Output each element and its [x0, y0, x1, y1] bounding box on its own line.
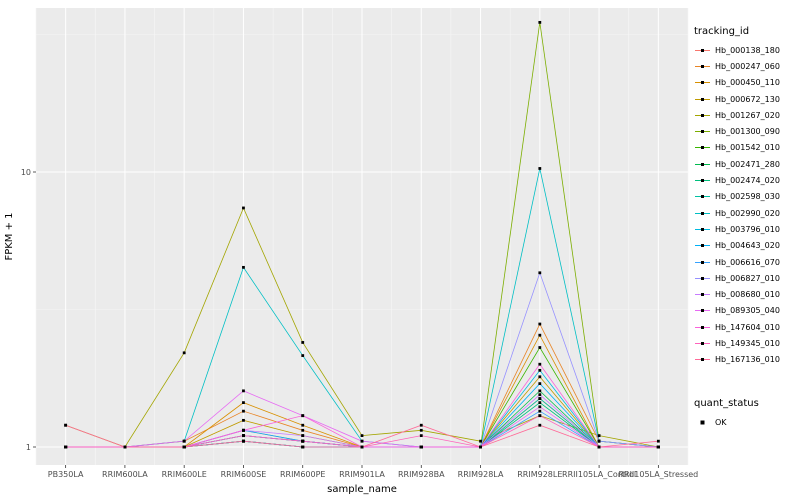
legend-label: Hb_003796_010 — [715, 224, 780, 234]
x-tick-label: RRIM600PE — [280, 470, 326, 479]
legend-label: Hb_089305_040 — [715, 306, 780, 316]
axis-ticks — [33, 171, 659, 468]
legend-key-icon — [694, 319, 711, 336]
legend-entry: Hb_002598_030 — [694, 189, 800, 205]
x-tick-label: RRIM928BA — [398, 470, 445, 479]
data-points — [64, 20, 660, 449]
legend-entry: Hb_008680_010 — [694, 286, 800, 302]
x-tick-label: RRIM928LA — [458, 470, 504, 479]
legend-key-icon — [694, 139, 711, 156]
legend-key-icon — [694, 188, 711, 205]
legend-entry: Hb_003796_010 — [694, 221, 800, 237]
x-tick-label: RRIM600SE — [221, 470, 267, 479]
legend-entry: Hb_002990_020 — [694, 205, 800, 221]
legend-label: Hb_000450_110 — [715, 78, 780, 88]
x-tick-label: RRIM600LA — [102, 470, 148, 479]
legend-key-icon — [694, 91, 711, 108]
legend-label: Hb_002990_020 — [715, 208, 780, 218]
legend-entry: Hb_000247_060 — [694, 58, 800, 74]
legend-key-icon — [694, 42, 711, 59]
legend-entry: Hb_149345_010 — [694, 335, 800, 351]
legend-entry-list: Hb_000138_180 Hb_000247_060 Hb_000450_110 H… — [694, 42, 800, 368]
legend-entry-ok: OK — [694, 414, 800, 430]
legend-key-icon — [694, 156, 711, 173]
legend-key-icon — [694, 58, 711, 75]
legend-key-icon — [694, 172, 711, 189]
legend-entry: Hb_006616_070 — [694, 254, 800, 270]
legend-label: Hb_001267_020 — [715, 110, 780, 120]
legend-key-icon — [694, 270, 711, 287]
legend-label: Hb_002474_020 — [715, 176, 780, 186]
legend-entry: Hb_089305_040 — [694, 303, 800, 319]
legend-title: tracking_id — [694, 26, 750, 37]
legend-key-icon — [694, 286, 711, 303]
legend-label: Hb_000672_130 — [715, 94, 780, 104]
x-tick-label: RRII105LA_Control — [562, 470, 636, 479]
legend-entry: Hb_001300_090 — [694, 123, 800, 139]
legend-key-icon — [694, 123, 711, 140]
legend-label: Hb_008680_010 — [715, 290, 780, 300]
y-tick-label: 1 — [26, 443, 31, 452]
legend-label: Hb_006827_010 — [715, 273, 780, 283]
legend-entry: Hb_001542_010 — [694, 140, 800, 156]
legend-entry: Hb_000138_180 — [694, 42, 800, 58]
legend-label: Hb_002471_280 — [715, 159, 780, 169]
legend-entry: Hb_002471_280 — [694, 156, 800, 172]
x-tick-label: RRIM901LA — [339, 470, 385, 479]
legend-tracking-id: tracking_id Hb_000138_180 Hb_000247_060 Hb… — [694, 26, 800, 368]
legend-label: Hb_167136_010 — [715, 355, 780, 365]
legend-entry: Hb_006827_010 — [694, 270, 800, 286]
legend-label: Hb_001300_090 — [715, 127, 780, 137]
legend-key-icon — [694, 351, 711, 368]
legend-label: Hb_004643_020 — [715, 241, 780, 251]
x-tick-label: RRII105LA_Stressed — [618, 470, 698, 479]
legend-label: Hb_006616_070 — [715, 257, 780, 267]
legend-label: Hb_000138_180 — [715, 45, 780, 55]
legend-entry: Hb_000450_110 — [694, 75, 800, 91]
x-axis-title: sample_name — [327, 484, 397, 495]
legend-label: Hb_147604_010 — [715, 322, 780, 332]
legend-entry: Hb_167136_010 — [694, 352, 800, 368]
y-tick-label: 10 — [21, 168, 31, 177]
legend-label: Hb_002598_030 — [715, 192, 780, 202]
legend-entry: Hb_000672_130 — [694, 91, 800, 107]
legend-label: Hb_000247_060 — [715, 61, 780, 71]
x-tick-label: RRIM600LE — [162, 470, 207, 479]
legend-key-icon — [694, 221, 711, 238]
quant-status-legend-title: quant_status — [694, 398, 759, 409]
legend-entry: Hb_004643_020 — [694, 238, 800, 254]
legend-key-icon — [694, 205, 711, 222]
legend-entry: Hb_002474_020 — [694, 172, 800, 188]
legend-label: Hb_001542_010 — [715, 143, 780, 153]
y-axis-title: FPKM + 1 — [4, 212, 15, 260]
legend-quant-status: quant_status OK — [694, 398, 800, 430]
legend-entry: Hb_147604_010 — [694, 319, 800, 335]
x-tick-label: PB350LA — [48, 470, 84, 479]
legend-key-icon — [694, 302, 711, 319]
legend-key-icon — [694, 335, 711, 352]
legend-label: Hb_149345_010 — [715, 338, 780, 348]
legend-key-icon — [694, 237, 711, 254]
ok-square-marker-icon — [694, 414, 711, 431]
legend-key-icon — [694, 74, 711, 91]
legend-key-icon — [694, 254, 711, 271]
legend-key-icon — [694, 107, 711, 124]
legend-label: OK — [715, 417, 727, 427]
legend-entry: Hb_001267_020 — [694, 107, 800, 123]
x-tick-label: RRIM928LE — [517, 470, 562, 479]
